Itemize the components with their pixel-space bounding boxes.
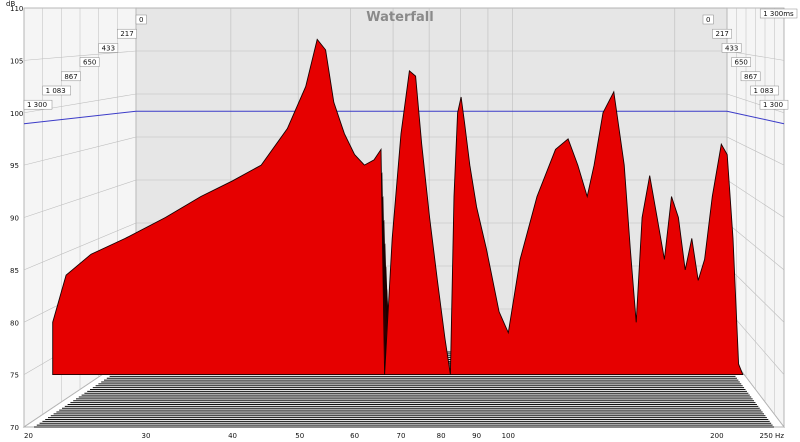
x-tick-label-6: 80	[437, 432, 446, 440]
y-tick-label-7: 105	[10, 57, 23, 65]
x-tick-label-2: 40	[228, 432, 237, 440]
svg-text:650: 650	[735, 59, 748, 67]
chart-title: Waterfall	[366, 10, 433, 25]
x-tick-label-8: 100	[502, 432, 515, 440]
svg-text:1 083: 1 083	[754, 87, 774, 95]
svg-text:433: 433	[725, 44, 738, 52]
x-tick-label-9: 200	[710, 432, 723, 440]
svg-text:867: 867	[744, 73, 757, 81]
axis-labels: dB 70 75 80 85 90 95 100 105 110 20 30 40 50 60 70 80 90 1…	[6, 0, 798, 440]
svg-text:1 083: 1 083	[46, 87, 66, 95]
left-time-label-0: 0	[135, 14, 147, 25]
right-time-label-6: 1 300	[759, 99, 789, 110]
x-tick-label-1: 30	[142, 432, 151, 440]
y-tick-label-3: 85	[10, 267, 19, 275]
left-time-label-2: 433	[98, 43, 119, 53]
y-tick-label-1: 75	[10, 372, 19, 380]
x-tick-label-4: 60	[350, 432, 359, 440]
right-time-unit-label: 1 300ms	[759, 8, 798, 19]
svg-text:0: 0	[706, 16, 710, 24]
reference-line-left	[23, 110, 137, 125]
y-tick-label-8: 110	[10, 5, 23, 13]
x-tick-label-7: 90	[472, 432, 481, 440]
svg-text:433: 433	[102, 44, 115, 52]
left-time-label-6: 1 300	[23, 99, 53, 110]
right-time-label-0: 0	[702, 14, 714, 25]
right-time-label-5: 1 083	[750, 85, 779, 96]
x-tick-label-5: 70	[396, 432, 405, 440]
y-unit-label: dB	[6, 0, 15, 8]
waterfall-slices	[52, 38, 744, 376]
svg-text:217: 217	[716, 30, 729, 38]
right-time-label-1: 217	[712, 28, 732, 39]
svg-text:1 300: 1 300	[27, 101, 47, 109]
x-tick-label-10: 250 Hz	[759, 432, 784, 440]
right-time-label-4: 867	[740, 71, 761, 82]
left-time-label-4: 867	[61, 71, 81, 82]
right-time-label-3: 650	[731, 57, 751, 67]
reference-line-right	[726, 110, 785, 125]
y-tick-label-0: 70	[10, 424, 19, 432]
svg-text:1 300ms: 1 300ms	[763, 10, 794, 18]
svg-text:650: 650	[83, 59, 96, 67]
waterfall-slice-0	[52, 38, 744, 376]
left-time-label-5: 1 083	[42, 85, 71, 96]
svg-text:867: 867	[64, 73, 77, 81]
left-time-label-3: 650	[79, 57, 100, 67]
y-tick-label-2: 80	[10, 319, 19, 327]
svg-text:0: 0	[139, 16, 143, 24]
svg-text:1 300: 1 300	[763, 101, 783, 109]
y-tick-label-6: 100	[10, 110, 23, 118]
x-tick-label-3: 50	[295, 432, 304, 440]
svg-text:217: 217	[120, 30, 133, 38]
left-time-label-1: 217	[117, 28, 137, 39]
x-tick-label-0: 20	[24, 432, 33, 440]
y-tick-label-5: 95	[10, 162, 19, 170]
right-time-label-2: 433	[721, 43, 742, 53]
y-tick-label-4: 90	[10, 215, 19, 223]
